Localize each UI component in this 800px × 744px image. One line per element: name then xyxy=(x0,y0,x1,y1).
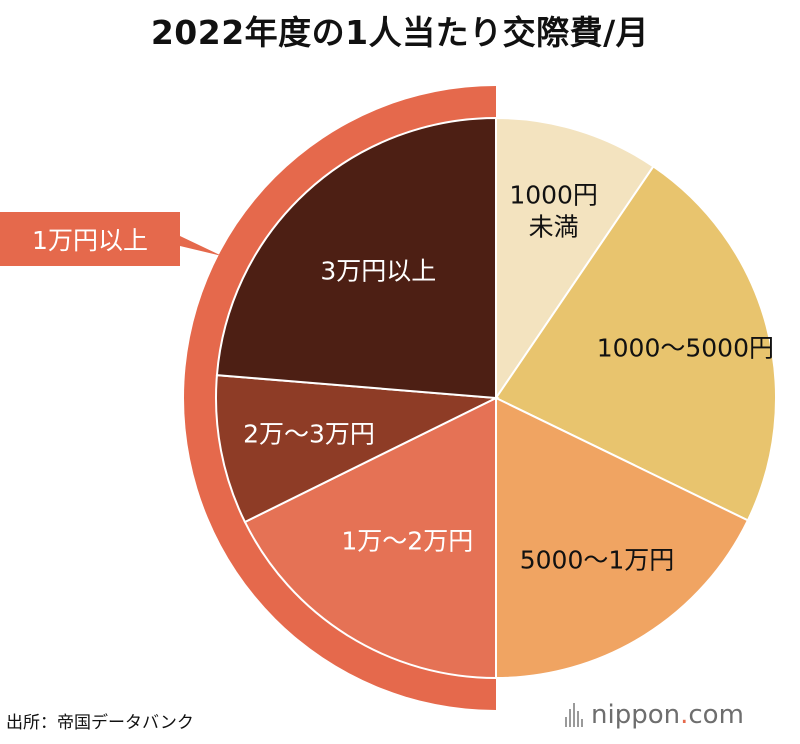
slice-label: 5000〜1万円 xyxy=(520,545,675,574)
source-note: 出所：帝国データバンク xyxy=(6,713,194,733)
slice-label: 2万〜3万円 xyxy=(243,420,375,449)
pie-slice xyxy=(215,374,500,524)
pie-slice xyxy=(495,396,750,680)
pie-slice xyxy=(495,116,655,402)
slice-label: 3万円以上 xyxy=(320,256,436,285)
nippon-logo: nippon. com xyxy=(565,700,744,730)
group-callout-label: 1万円以上 xyxy=(32,226,148,255)
slice-label: 1000〜5000円 xyxy=(597,333,774,362)
group-callout-box xyxy=(0,212,222,266)
pie-slice xyxy=(243,396,497,680)
logo-brand: nippon xyxy=(591,700,681,730)
logo-dot: . xyxy=(680,700,689,730)
slice-label: 1万〜2万円 xyxy=(341,527,473,556)
group-callout: 1万円以上 xyxy=(0,212,222,266)
logo-bars-icon xyxy=(565,703,585,727)
pie-slice xyxy=(215,116,497,400)
chart-title: 2022年度の1人当たり交際費/月 xyxy=(150,13,650,52)
slice-label: 1000円未満 xyxy=(509,181,598,242)
pie-slice-labels: 1000円未満 1000〜5000円 5000〜1万円 1万〜2万円 2万〜3万円 3万円… xyxy=(243,181,774,575)
logo-tld: com xyxy=(688,700,744,730)
pie-slices xyxy=(215,116,777,680)
